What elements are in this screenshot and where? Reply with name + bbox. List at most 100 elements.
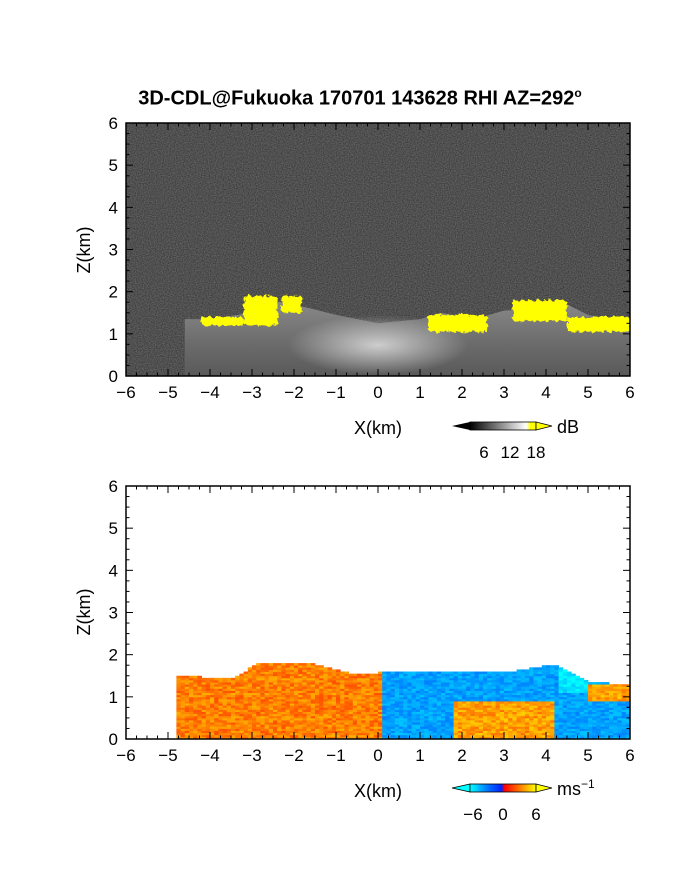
- velocity-cell: [491, 679, 496, 683]
- velocity-cell: [428, 679, 433, 683]
- velocity-cell: [369, 675, 375, 679]
- velocity-cell: [487, 677, 492, 681]
- velocity-cell: [357, 692, 362, 696]
- velocity-cell: [210, 732, 215, 736]
- velocity-cell: [546, 720, 551, 723]
- velocity-cell: [226, 717, 232, 721]
- velocity-cell: [260, 684, 265, 687]
- velocity-cell: [621, 734, 627, 738]
- velocity-cell: [579, 694, 585, 698]
- velocity-cell: [525, 717, 530, 721]
- velocity-cell: [583, 705, 589, 708]
- velocity-cell: [235, 730, 240, 734]
- velocity-cell: [281, 726, 286, 729]
- velocity-cell: [331, 715, 337, 719]
- velocity-cell: [231, 679, 236, 683]
- velocity-cell: [596, 688, 601, 691]
- velocity-cell: [483, 686, 488, 689]
- velocity-cell: [470, 686, 475, 689]
- velocity-cell: [453, 679, 459, 683]
- velocity-cell: [302, 720, 307, 723]
- velocity-cell: [277, 715, 282, 719]
- velocity-cell: [491, 709, 496, 712]
- velocity-cell: [407, 730, 412, 734]
- velocity-cell: [588, 705, 593, 708]
- velocity-cell: [294, 677, 299, 681]
- velocity-cell: [231, 705, 236, 708]
- velocity-cell: [613, 698, 618, 702]
- velocity-cell: [399, 690, 404, 694]
- velocity-cell: [193, 677, 198, 681]
- velocity-cell: [457, 726, 463, 729]
- velocity-cell: [319, 694, 324, 698]
- velocity-cell: [382, 671, 387, 675]
- velocity-cell: [466, 705, 471, 708]
- velocity-cell: [470, 709, 475, 712]
- velocity-cell: [567, 713, 572, 717]
- velocity-cell: [357, 690, 362, 694]
- velocity-cell: [491, 720, 496, 723]
- velocity-cell: [520, 722, 526, 725]
- velocity-cell: [180, 724, 186, 727]
- velocity-cell: [558, 675, 564, 679]
- velocity-cell: [449, 686, 454, 689]
- velocity-cell: [281, 675, 286, 679]
- velocity-cell: [273, 730, 278, 734]
- y-tick-label: 2: [109, 283, 118, 302]
- velocity-cell: [487, 726, 492, 729]
- velocity-cell: [365, 673, 370, 677]
- velocity-cell: [277, 720, 282, 723]
- velocity-cell: [264, 671, 270, 675]
- velocity-cell: [386, 671, 391, 675]
- velocity-cell: [260, 682, 265, 685]
- velocity-cell: [613, 724, 618, 727]
- velocity-cell: [378, 734, 383, 738]
- velocity-cell: [264, 734, 270, 738]
- velocity-cell: [323, 673, 328, 677]
- velocity-cell: [499, 724, 505, 727]
- velocity-cell: [277, 669, 282, 672]
- velocity-cell: [415, 671, 421, 675]
- velocity-cell: [407, 698, 412, 702]
- velocity-cell: [235, 701, 240, 704]
- velocity-cell: [462, 692, 467, 696]
- velocity-cell: [222, 717, 228, 721]
- velocity-cell: [319, 707, 324, 710]
- velocity-cell: [453, 694, 459, 698]
- velocity-cell: [571, 736, 576, 739]
- velocity-cell: [592, 732, 597, 736]
- velocity-cell: [583, 711, 589, 715]
- velocity-cell: [306, 701, 312, 704]
- velocity-cell: [525, 734, 530, 738]
- velocity-cell: [470, 717, 475, 721]
- velocity-cell: [487, 682, 492, 685]
- velocity-cell: [205, 717, 211, 721]
- velocity-cell: [184, 736, 190, 739]
- velocity-cell: [226, 720, 232, 723]
- velocity-cell: [474, 730, 480, 734]
- velocity-cell: [231, 707, 236, 710]
- velocity-cell: [625, 684, 630, 687]
- velocity-cell: [268, 701, 274, 704]
- velocity-cell: [609, 709, 614, 712]
- velocity-cell: [621, 688, 627, 691]
- velocity-cell: [277, 705, 282, 708]
- velocity-cell: [428, 713, 433, 717]
- velocity-cell: [399, 726, 404, 729]
- saturated-echo-group: [201, 295, 630, 332]
- velocity-cell: [411, 675, 417, 679]
- velocity-cell: [428, 698, 433, 702]
- velocity-cell: [310, 692, 316, 696]
- velocity-cell: [420, 728, 425, 731]
- velocity-cell: [268, 692, 274, 696]
- velocity-cell: [285, 665, 291, 668]
- velocity-cell: [365, 684, 370, 687]
- velocity-cell: [218, 709, 223, 712]
- velocity-cell: [520, 692, 526, 696]
- velocity-cell: [588, 703, 593, 706]
- velocity-cell: [579, 677, 585, 681]
- velocity-cell: [197, 677, 202, 681]
- velocity-cell: [449, 684, 454, 687]
- velocity-cell: [243, 701, 249, 704]
- velocity-cell: [478, 713, 484, 717]
